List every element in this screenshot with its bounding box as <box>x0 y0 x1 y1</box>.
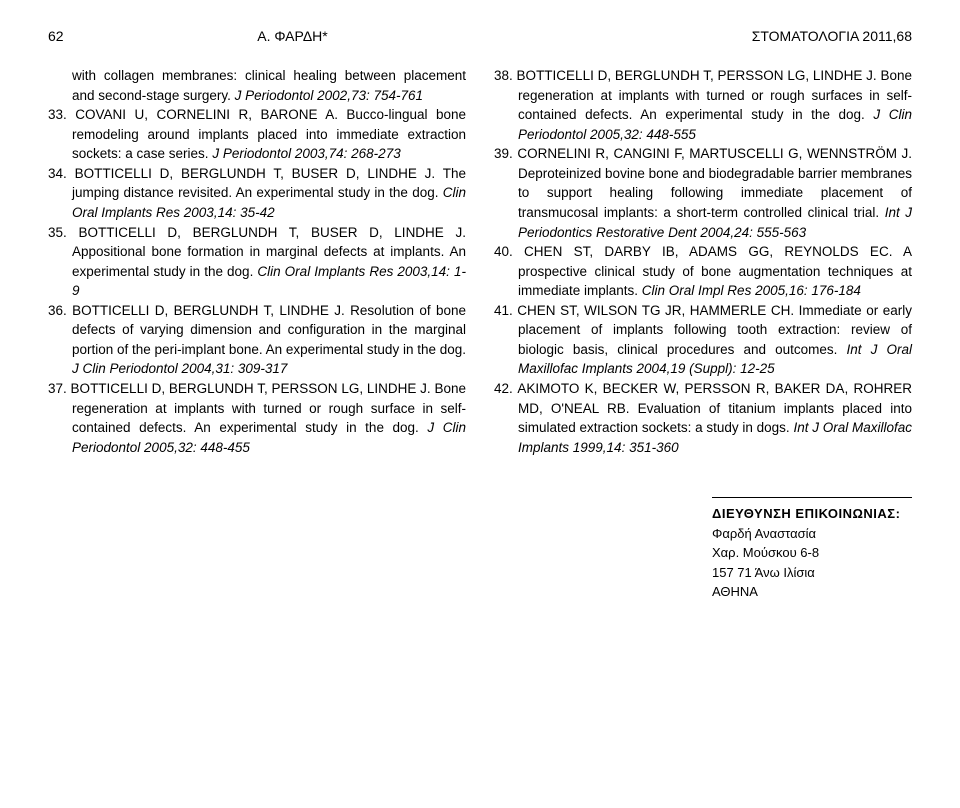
ref-42: 42. AKIMOTO K, BECKER W, PERSSON R, BAKE… <box>494 379 912 457</box>
ref-journal: J Periodontol 2003,74: 268-273 <box>212 146 400 161</box>
contact-city: ΑΘΗΝΑ <box>712 582 912 602</box>
ref-text: 38. BOTTICELLI D, BERGLUNDH T, PERSSON L… <box>494 68 912 122</box>
ref-41: 41. CHEN ST, WILSON TG JR, HAMMERLE CH. … <box>494 301 912 379</box>
ref-38: 38. BOTTICELLI D, BERGLUNDH T, PERSSON L… <box>494 66 912 144</box>
ref-journal: Clin Oral Impl Res 2005,16: 176-184 <box>642 283 861 298</box>
ref-journal: J Clin Periodontol 2004,31: 309-317 <box>72 361 287 376</box>
ref-37: 37. BOTTICELLI D, BERGLUNDH T, PERSSON L… <box>48 379 466 457</box>
contact-name: Φαρδή Αναστασία <box>712 524 912 544</box>
contact-street: Χαρ. Μούσκου 6-8 <box>712 543 912 563</box>
contact-title: ΔΙΕΥΘΥΝΣΗ ΕΠΙΚΟΙΝΩΝΙΑΣ: <box>712 504 912 524</box>
author-name: Α. ΦΑΡΔΗ* <box>257 28 327 44</box>
ref-text: 37. BOTTICELLI D, BERGLUNDH T, PERSSON L… <box>48 381 466 435</box>
ref-34: 34. BOTTICELLI D, BERGLUNDH T, BUSER D, … <box>48 164 466 223</box>
ref-text: 34. BOTTICELLI D, BERGLUNDH T, BUSER D, … <box>48 166 466 201</box>
ref-journal: J Periodontol 2002,73: 754-761 <box>235 88 423 103</box>
ref-text: 36. BOTTICELLI D, BERGLUNDH T, LINDHE J.… <box>48 303 466 357</box>
ref-continuation: with collagen membranes: clinical healin… <box>48 66 466 105</box>
ref-33: 33. COVANI U, CORNELINI R, BARONE A. Buc… <box>48 105 466 164</box>
contact-postal: 157 71 Άνω Ιλίσια <box>712 563 912 583</box>
ref-40: 40. CHEN ST, DARBY IB, ADAMS GG, REYNOLD… <box>494 242 912 301</box>
header-left: 62 Α. ΦΑΡΔΗ* <box>48 28 328 44</box>
journal-title: ΣΤΟΜΑΤΟΛΟΓΙΑ 2011,68 <box>752 28 912 44</box>
left-column: with collagen membranes: clinical healin… <box>48 66 466 602</box>
page-header: 62 Α. ΦΑΡΔΗ* ΣΤΟΜΑΤΟΛΟΓΙΑ 2011,68 <box>48 28 912 44</box>
ref-text: 39. CORNELINI R, CANGINI F, MARTUSCELLI … <box>494 146 912 220</box>
ref-36: 36. BOTTICELLI D, BERGLUNDH T, LINDHE J.… <box>48 301 466 379</box>
ref-39: 39. CORNELINI R, CANGINI F, MARTUSCELLI … <box>494 144 912 242</box>
right-column: 38. BOTTICELLI D, BERGLUNDH T, PERSSON L… <box>494 66 912 602</box>
ref-35: 35. BOTTICELLI D, BERGLUNDH T, BUSER D, … <box>48 223 466 301</box>
page-number: 62 <box>48 28 64 44</box>
contact-block: ΔΙΕΥΘΥΝΣΗ ΕΠΙΚΟΙΝΩΝΙΑΣ: Φαρδή Αναστασία … <box>712 497 912 602</box>
references-columns: with collagen membranes: clinical healin… <box>48 66 912 602</box>
